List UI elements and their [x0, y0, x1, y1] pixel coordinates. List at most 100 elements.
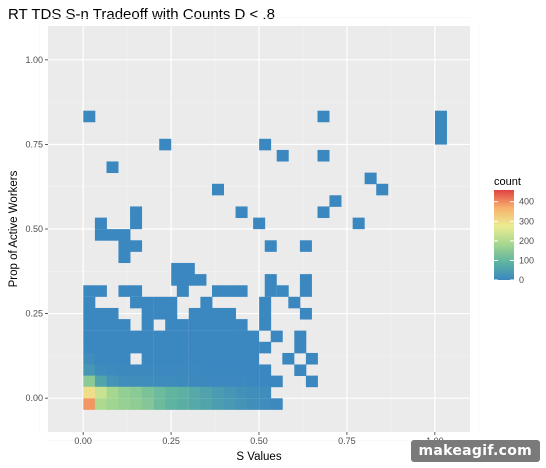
heatmap-cell [200, 296, 213, 309]
heatmap-cell [141, 375, 154, 388]
heatmap-cell [130, 386, 143, 399]
y-tick-label: 1.00 [25, 55, 43, 65]
heatmap-cell [130, 240, 143, 252]
heatmap-cell [247, 375, 260, 388]
heatmap-cell [130, 296, 143, 309]
heatmap-cell [94, 375, 107, 388]
heatmap-cell [364, 172, 377, 185]
heatmap-cell [171, 262, 184, 275]
heatmap-cell [188, 319, 201, 331]
heatmap-cell [235, 341, 248, 354]
heatmap-cell [188, 398, 201, 410]
heatmap-cell [83, 386, 96, 399]
heatmap-cell [176, 352, 189, 365]
heatmap-cell [118, 251, 131, 264]
heatmap-cell [305, 375, 318, 388]
heatmap-cell [247, 341, 260, 354]
heatmap-cell [223, 341, 236, 354]
heatmap-cell [223, 352, 236, 365]
x-axis-title: S Values [236, 451, 281, 463]
heatmap-cell [118, 352, 131, 365]
heatmap-cell [141, 341, 154, 354]
heatmap-cell [106, 341, 119, 354]
heatmap-cell [83, 307, 96, 320]
heatmap-cell [259, 375, 272, 388]
heatmap-cell [94, 330, 107, 343]
heatmap-cell [200, 341, 213, 354]
heatmap-cell [276, 285, 289, 297]
heatmap-cell [153, 375, 166, 388]
heatmap-cell [235, 386, 248, 399]
heatmap-cell [194, 274, 207, 286]
heatmap-cell [352, 217, 365, 230]
heatmap-cell [259, 398, 272, 410]
heatmap-cell [235, 398, 248, 410]
heatmap-cell [118, 240, 131, 252]
heatmap-cell [200, 330, 213, 343]
heatmap-cell [83, 296, 96, 309]
heatmap-cell [235, 364, 248, 377]
heatmap-cell [94, 352, 107, 365]
heatmap-cell [94, 285, 107, 297]
heatmap-cell [188, 330, 201, 343]
heatmap-cell [200, 307, 213, 320]
heatmap-cell [282, 352, 295, 365]
legend-label: 400 [519, 197, 534, 207]
heatmap-cell [83, 375, 96, 388]
heatmap-cell [165, 307, 178, 320]
heatmap-cell [259, 138, 272, 151]
heatmap-cell [165, 375, 178, 388]
y-tick-label: 0.75 [25, 139, 43, 149]
chart-title: RT TDS S-n Tradeoff with Counts D < .8 [8, 6, 275, 23]
heatmap-cell [235, 330, 248, 343]
heatmap-cell [176, 341, 189, 354]
heatmap-cell [130, 341, 143, 354]
heatmap-cell [165, 398, 178, 410]
legend-colorbar [494, 190, 514, 280]
x-tick-label: 0.25 [162, 436, 180, 446]
legend-label: 200 [519, 236, 534, 246]
heatmap-cell [176, 364, 189, 377]
heatmap-cell [188, 341, 201, 354]
heatmap-cell [94, 307, 107, 320]
heatmap-cell [159, 138, 172, 151]
heatmap-cell [200, 364, 213, 377]
heatmap-cell [130, 217, 143, 230]
heatmap-cell [188, 386, 201, 399]
heatmap-cell [118, 319, 131, 331]
heatmap-cell [106, 319, 119, 331]
heatmap-cell [288, 296, 301, 309]
heatmap-cell [235, 319, 248, 331]
legend-label: 100 [519, 255, 534, 265]
heatmap-cell [211, 398, 225, 410]
heatmap-cell [165, 386, 178, 399]
legend-label: 300 [519, 216, 534, 226]
heatmap-cell [176, 386, 189, 399]
heatmap-cell [376, 183, 389, 196]
heatmap-cell [153, 296, 166, 309]
heatmap-cell [247, 398, 260, 410]
heatmap-cell [247, 352, 260, 365]
heatmap-cell [270, 330, 283, 343]
heatmap-cell [118, 364, 131, 377]
heatmap-cell [235, 206, 248, 219]
heatmap-cell [182, 274, 195, 286]
heatmap-cell [106, 375, 119, 388]
heatmap-cell [264, 240, 277, 252]
legend-label: 0 [519, 275, 524, 285]
watermark-logo: makeagif.com [410, 440, 540, 462]
heatmap-cell [294, 341, 307, 354]
heatmap-cell [211, 330, 225, 343]
heatmap-cell [235, 375, 248, 388]
heatmap-cell [223, 330, 236, 343]
heatmap-cell [434, 110, 447, 123]
x-tick-label: 0.75 [338, 436, 356, 446]
heatmap-cell [106, 398, 119, 410]
heatmap-cell [259, 341, 272, 354]
heatmap-cell [247, 386, 260, 399]
heatmap-cell [264, 274, 277, 286]
heatmap-cell [94, 229, 107, 241]
heatmap-cell [118, 330, 131, 343]
y-tick-label: 0.00 [25, 393, 43, 403]
